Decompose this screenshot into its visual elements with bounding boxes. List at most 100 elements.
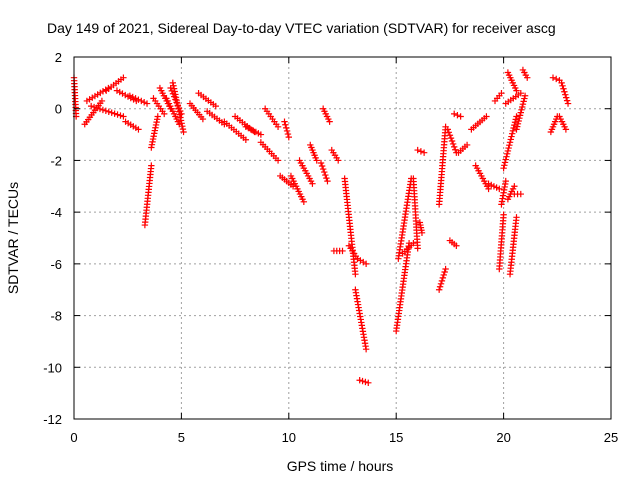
- x-tick-label: 25: [604, 430, 618, 445]
- data-point: [446, 132, 454, 139]
- y-tick-label: -6: [50, 257, 62, 272]
- data-point: [519, 100, 527, 108]
- data-point: [362, 345, 370, 353]
- data-point: [242, 136, 250, 143]
- data-point: [178, 120, 185, 127]
- data-point: [504, 147, 512, 155]
- data-point: [135, 126, 142, 133]
- data-point: [119, 90, 126, 97]
- data-point: [505, 144, 512, 152]
- data-point: [199, 115, 207, 123]
- data-point: [521, 92, 529, 99]
- data-point: [517, 190, 524, 198]
- data-point: [501, 162, 508, 169]
- data-point: [283, 127, 291, 135]
- data-point: [513, 214, 520, 221]
- data-point: [454, 111, 461, 119]
- data-point: [420, 149, 428, 156]
- data-point: [503, 153, 510, 160]
- data-point: [362, 378, 369, 386]
- data-point: [449, 140, 457, 148]
- data-point: [282, 121, 289, 128]
- data-point: [285, 133, 292, 141]
- data-points: [70, 66, 572, 386]
- data-point: [520, 98, 527, 105]
- data-point: [120, 113, 127, 120]
- data-point: [323, 174, 330, 182]
- y-axis-label: SDTVAR / TECUs: [5, 182, 21, 294]
- data-point: [111, 110, 118, 117]
- data-point: [179, 125, 187, 133]
- data-point: [501, 159, 509, 166]
- data-point: [414, 146, 421, 154]
- data-point: [362, 260, 370, 268]
- x-tick-label: 5: [178, 430, 185, 445]
- data-point: [129, 93, 136, 101]
- data-point: [457, 113, 464, 120]
- data-point: [498, 90, 505, 97]
- data-point: [148, 162, 155, 169]
- axes: 0 5 10 15 20 25 -12 -10 -8 -6 -4 -2 0 2: [43, 50, 618, 445]
- data-point: [463, 141, 471, 149]
- data-point: [257, 131, 265, 138]
- data-point: [179, 123, 186, 130]
- data-point: [516, 112, 524, 119]
- data-point: [508, 130, 516, 137]
- data-point: [438, 277, 446, 285]
- x-tick-label: 15: [389, 430, 403, 445]
- data-point: [524, 74, 531, 81]
- data-point: [117, 112, 124, 119]
- data-point: [519, 103, 526, 111]
- data-point: [453, 242, 460, 249]
- x-axis-label: GPS time / hours: [287, 458, 394, 474]
- data-point: [518, 106, 525, 113]
- data-point: [521, 95, 528, 102]
- data-point: [114, 111, 121, 118]
- data-point: [562, 91, 569, 98]
- data-point: [132, 95, 139, 102]
- data-point: [324, 177, 331, 185]
- data-point: [441, 268, 448, 276]
- data-point: [300, 198, 308, 205]
- data-point: [502, 156, 509, 163]
- data-point: [510, 124, 517, 132]
- data-point: [172, 91, 179, 98]
- data-point: [321, 168, 328, 176]
- data-point: [503, 150, 511, 158]
- grid-lines: [74, 57, 611, 419]
- data-point: [500, 211, 507, 218]
- data-point: [436, 283, 444, 290]
- data-point: [161, 110, 168, 118]
- data-point: [435, 286, 443, 293]
- data-point: [172, 94, 180, 101]
- data-point: [496, 185, 503, 193]
- data-point: [317, 159, 325, 167]
- data-point: [502, 177, 509, 185]
- data-point: [559, 82, 566, 90]
- y-tick-label: 0: [55, 102, 62, 117]
- data-point: [322, 171, 329, 179]
- y-tick-label: -4: [50, 205, 62, 220]
- plot-frame: [73, 56, 612, 420]
- data-point: [326, 118, 333, 125]
- data-point: [126, 92, 134, 99]
- data-point: [507, 136, 514, 143]
- data-point: [138, 97, 145, 105]
- data-point: [437, 280, 445, 288]
- data-point: [450, 143, 458, 151]
- data-point: [339, 247, 346, 255]
- data-point: [560, 85, 567, 92]
- data-point: [562, 126, 570, 133]
- data-point: [509, 127, 517, 135]
- data-point: [562, 94, 570, 101]
- data-point: [450, 110, 458, 118]
- data-point: [410, 239, 417, 247]
- x-tick-label: 0: [70, 430, 77, 445]
- data-point: [174, 102, 182, 110]
- data-point: [444, 126, 451, 133]
- data-point: [414, 245, 421, 252]
- data-point: [274, 157, 282, 164]
- data-point: [175, 108, 183, 115]
- data-point: [143, 100, 151, 107]
